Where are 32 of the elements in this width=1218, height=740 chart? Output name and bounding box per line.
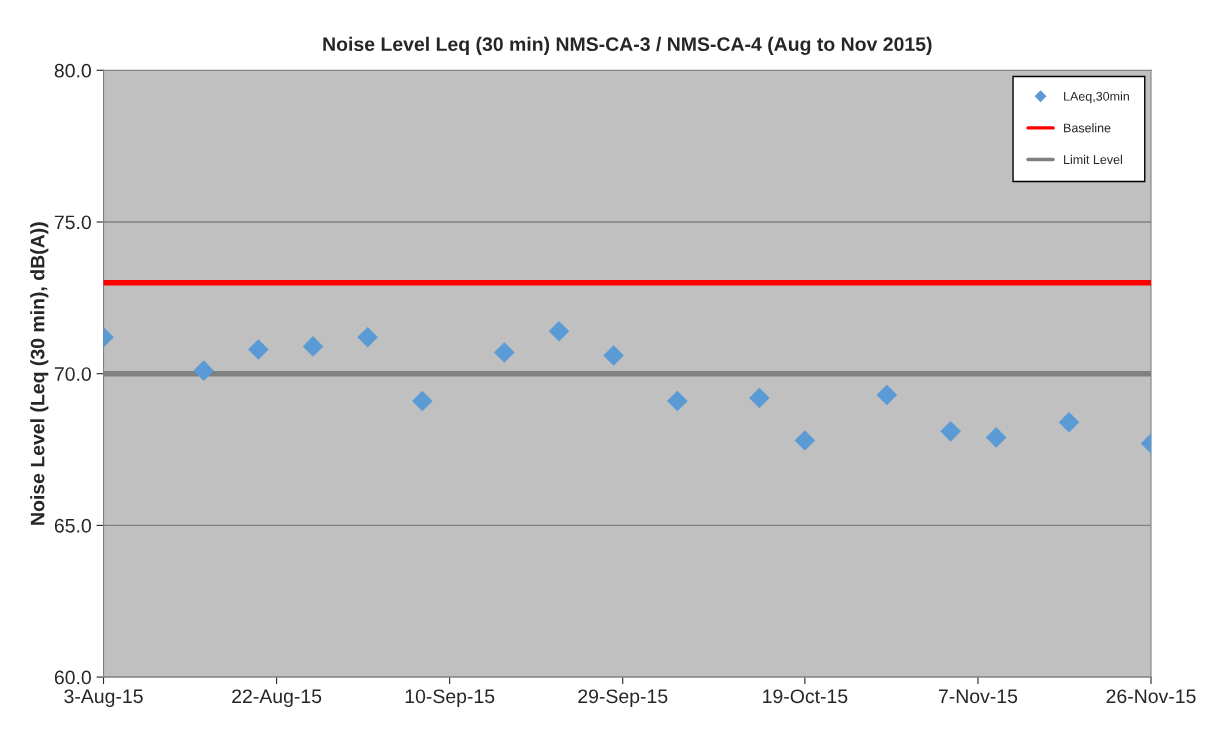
point [749,387,770,409]
x-tick-label: 10-Sep-15 [405,689,495,708]
point [548,320,570,342]
legend-label: LAeq,30min [1064,91,1129,104]
y-tick-label: 60.0 [54,670,91,685]
x-tick-label: 22-Aug-15 [232,689,322,708]
x-tick-label: 3-Aug-15 [64,689,143,708]
point [876,384,898,406]
x-tick-label: 7-Nov-15 [938,689,1018,704]
point [494,342,515,363]
point [603,345,624,366]
legend-label: Baseline [1064,123,1111,133]
point [940,421,961,442]
point [412,390,433,412]
point [193,360,215,381]
point [667,390,688,412]
point [302,336,324,357]
y-tick-label: 70.0 [54,367,91,381]
y-axis-title: Noise Level (Leq (30 min), dB(A)) [30,222,49,525]
point [794,430,816,451]
point [985,427,1007,448]
y-tick-label: 65.0 [54,518,91,533]
point [248,339,269,360]
point [357,326,378,348]
x-tick-label: 26-Nov-15 [1106,689,1196,704]
point [1058,411,1080,433]
y-tick-label: 80.0 [54,63,91,78]
legend-label: Limit Level [1064,154,1122,165]
x-tick-label: 19-Oct-15 [763,689,848,704]
chart-title: Noise Level Leq (30 min) NMS-CA-3 / NMS-CA-4 (Aug to Nov 2015) [323,36,932,55]
y-tick-label: 75.0 [54,215,91,230]
x-tick-label: 29-Sep-15 [578,689,668,708]
